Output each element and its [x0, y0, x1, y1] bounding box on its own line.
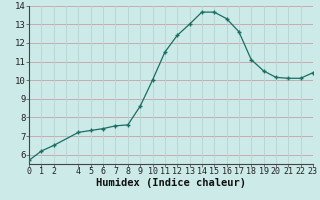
- X-axis label: Humidex (Indice chaleur): Humidex (Indice chaleur): [96, 178, 246, 188]
